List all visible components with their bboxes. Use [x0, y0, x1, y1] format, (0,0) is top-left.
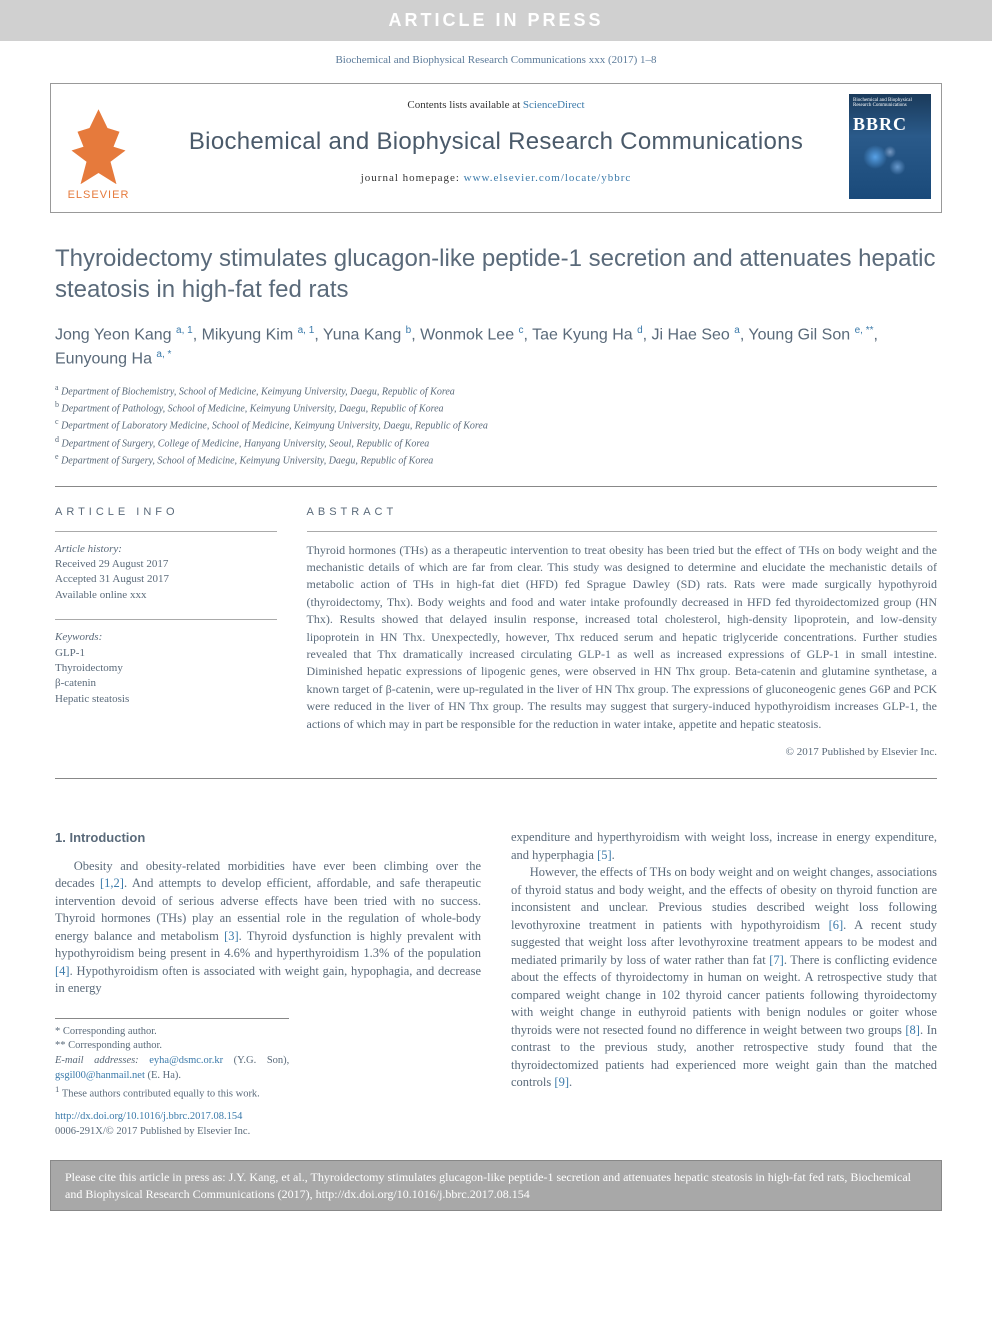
divider [55, 531, 277, 532]
ref-link[interactable]: [6] [829, 918, 844, 932]
keyword-item: GLP-1 [55, 646, 277, 661]
ref-link[interactable]: [7] [769, 953, 784, 967]
journal-header-box: ELSEVIER Biochemical and Biophysical Res… [50, 83, 942, 213]
divider [55, 486, 937, 487]
abstract-text: Thyroid hormones (THs) as a therapeutic … [307, 542, 937, 733]
cover-art-icon [853, 137, 927, 187]
keyword-item: Hepatic steatosis [55, 692, 277, 707]
ref-link[interactable]: [9] [554, 1075, 569, 1089]
cover-small-title: Biochemical and Biophysical Research Com… [853, 98, 927, 108]
article-info-label: ARTICLE INFO [55, 505, 277, 520]
email-link-2[interactable]: gsgil00@hanmail.net [55, 1070, 145, 1081]
affiliation-item: a Department of Biochemistry, School of … [55, 382, 937, 399]
body-columns: 1. Introduction Obesity and obesity-rela… [55, 829, 937, 1140]
ref-link[interactable]: [3] [224, 929, 239, 943]
body-para-1: Obesity and obesity-related morbidities … [55, 858, 481, 998]
contents-available-line: Contents lists available at ScienceDirec… [151, 92, 841, 113]
affiliation-item: c Department of Laboratory Medicine, Sch… [55, 416, 937, 433]
affiliation-item: b Department of Pathology, School of Med… [55, 399, 937, 416]
abstract-column: ABSTRACT Thyroid hormones (THs) as a the… [307, 505, 937, 760]
corr-author-1: * Corresponding author. [55, 1025, 289, 1040]
abstract-copyright: © 2017 Published by Elsevier Inc. [307, 745, 937, 760]
affiliation-item: e Department of Surgery, School of Medic… [55, 451, 937, 468]
received-date: Received 29 August 2017 [55, 557, 277, 572]
journal-cover-thumbnail[interactable]: Biochemical and Biophysical Research Com… [849, 94, 931, 199]
cover-abbrev: BBRC [853, 112, 927, 137]
divider [55, 619, 277, 620]
journal-homepage-line: journal homepage: www.elsevier.com/locat… [151, 171, 841, 186]
body-para-1-cont: expenditure and hyperthyroidism with wei… [511, 829, 937, 864]
article-title: Thyroidectomy stimulates glucagon-like p… [55, 243, 937, 305]
affiliations-list: a Department of Biochemistry, School of … [55, 382, 937, 469]
intro-heading: 1. Introduction [55, 829, 481, 847]
corr-emails: E-mail addresses: eyha@dsmc.or.kr (Y.G. … [55, 1054, 289, 1083]
cite-footer: Please cite this article in press as: J.… [50, 1160, 942, 1212]
keyword-item: β-catenin [55, 676, 277, 691]
article-in-press-banner: ARTICLE IN PRESS [0, 0, 992, 41]
doi-link[interactable]: http://dx.doi.org/10.1016/j.bbrc.2017.08… [55, 1111, 242, 1122]
keyword-item: Thyroidectomy [55, 661, 277, 676]
issn-copyright: 0006-291X/© 2017 Published by Elsevier I… [55, 1125, 481, 1140]
elsevier-text: ELSEVIER [68, 188, 130, 203]
ref-link[interactable]: [4] [55, 964, 70, 978]
keywords-label: Keywords: [55, 630, 277, 645]
article-info-column: ARTICLE INFO Article history: Received 2… [55, 505, 277, 760]
divider [55, 778, 937, 779]
sciencedirect-link[interactable]: ScienceDirect [523, 99, 585, 111]
correspondence-block: * Corresponding author. ** Corresponding… [55, 1018, 289, 1103]
abstract-label: ABSTRACT [307, 505, 937, 520]
divider [307, 531, 937, 532]
elsevier-tree-icon [69, 109, 129, 184]
ref-link[interactable]: [1,2] [100, 876, 124, 890]
journal-name: Biochemical and Biophysical Research Com… [151, 113, 841, 171]
journal-homepage-link[interactable]: www.elsevier.com/locate/ybbrc [464, 172, 632, 184]
online-date: Available online xxx [55, 588, 277, 603]
ref-link[interactable]: [5] [597, 848, 612, 862]
email-link-1[interactable]: eyha@dsmc.or.kr [149, 1055, 223, 1066]
ref-link[interactable]: [8] [905, 1023, 920, 1037]
affiliation-item: d Department of Surgery, College of Medi… [55, 434, 937, 451]
top-citation: Biochemical and Biophysical Research Com… [0, 41, 992, 76]
author-list: Jong Yeon Kang a, 1, Mikyung Kim a, 1, Y… [55, 323, 937, 372]
corr-author-2: ** Corresponding author. [55, 1039, 289, 1054]
doi-block: http://dx.doi.org/10.1016/j.bbrc.2017.08… [55, 1110, 481, 1139]
elsevier-logo[interactable]: ELSEVIER [61, 94, 136, 204]
equal-contrib-note: 1 These authors contributed equally to t… [55, 1083, 289, 1102]
accepted-date: Accepted 31 August 2017 [55, 572, 277, 587]
body-para-2: However, the effects of THs on body weig… [511, 864, 937, 1092]
history-label: Article history: [55, 542, 277, 557]
